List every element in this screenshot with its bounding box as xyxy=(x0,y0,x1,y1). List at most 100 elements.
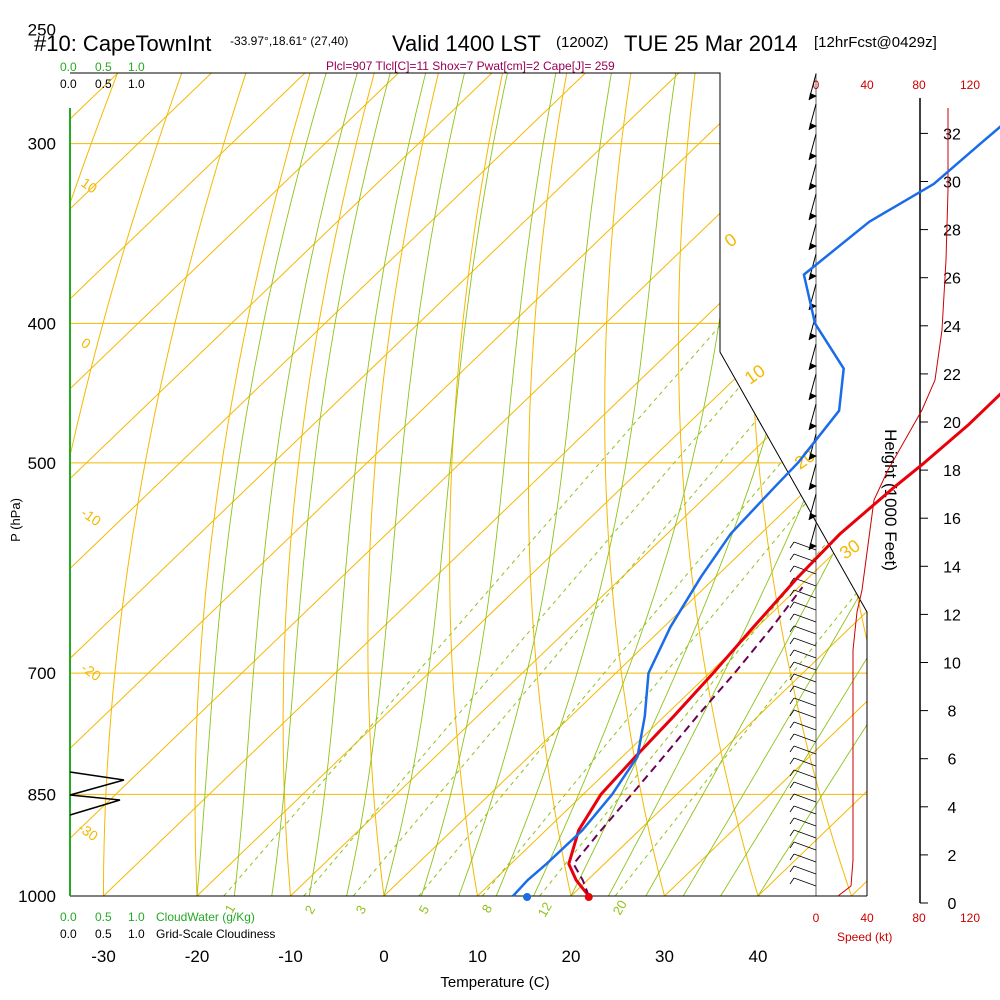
wind-barb xyxy=(789,697,817,707)
pressure-tick-label: 700 xyxy=(28,664,56,683)
wind-barb-feather xyxy=(789,685,795,693)
wind-barb-feather xyxy=(789,829,795,837)
wind-barb-feather xyxy=(789,841,795,849)
cloudiness-bottom-tick-2: 1.0 xyxy=(128,927,145,941)
temperature-tick-label: 30 xyxy=(655,947,674,966)
wind-barb xyxy=(789,589,817,599)
wind-barb-flag xyxy=(809,93,817,100)
wind-barb xyxy=(808,133,817,161)
isotherm--40 xyxy=(70,73,867,896)
wind-barb-flag xyxy=(809,333,817,340)
station-coords: -33.97°,18.61° (27,40) xyxy=(230,34,348,48)
plot-frame xyxy=(70,72,868,896)
wind-barb xyxy=(789,877,817,887)
wind-barb-feather xyxy=(789,817,795,825)
surface-temperature-dot xyxy=(584,893,593,901)
wind-barb-feather xyxy=(789,625,795,633)
temperature-tick-label: 40 xyxy=(749,947,768,966)
wind-barb-staff xyxy=(793,625,817,635)
wind-barb xyxy=(789,721,817,731)
speed-top-tick-label: 40 xyxy=(860,78,874,92)
mixing-ratio-label: 8 xyxy=(479,902,496,916)
cloudiness-label: Grid-Scale Cloudiness xyxy=(156,927,275,941)
parcel-line xyxy=(572,586,804,897)
wind-barb-flag xyxy=(809,393,817,400)
wind-barb-staff xyxy=(793,709,817,719)
height-tick-label: 0 xyxy=(948,896,957,913)
moist-adiabat-36 xyxy=(720,73,867,896)
wind-barb-staff xyxy=(793,601,817,611)
wind-barb xyxy=(789,637,817,647)
wind-barb xyxy=(808,223,817,251)
wind-barb xyxy=(808,403,817,431)
pressure-tick-label: 500 xyxy=(28,454,56,473)
speed-top-tick-label: 80 xyxy=(912,78,926,92)
wind-barb-staff xyxy=(793,637,817,647)
isotherm--10 xyxy=(290,73,867,896)
wind-barb xyxy=(789,865,817,875)
moist-adiabat--20 xyxy=(196,73,348,896)
temperature-line xyxy=(567,392,1000,897)
temperature-tick-label: 10 xyxy=(468,947,487,966)
dry-adiabat-30 xyxy=(604,73,665,896)
wind-barb-staff xyxy=(793,649,817,659)
wind-speed-profile xyxy=(837,108,949,897)
moist-adiabat-label: 30 xyxy=(836,535,864,563)
wind-barb-feather xyxy=(789,637,795,645)
cloudwater-label: CloudWater (g/Kg) xyxy=(156,910,255,924)
isotherm--110 xyxy=(70,73,284,896)
wind-barb-staff xyxy=(793,781,817,791)
height-axis-label: Height (1000 Feet) xyxy=(881,429,900,571)
wind-barb xyxy=(789,805,817,815)
isotherm-40 xyxy=(757,73,867,896)
wind-barb-staff xyxy=(793,541,817,551)
isotherm-50 xyxy=(851,73,867,896)
wind-barb xyxy=(789,601,817,611)
wind-barb-staff xyxy=(793,745,817,755)
dry-adiabat-0 xyxy=(367,73,457,896)
wind-barb-staff xyxy=(793,805,817,815)
moist-adiabat-label: 10 xyxy=(741,360,769,388)
wind-barb xyxy=(789,685,817,695)
height-tick-label: 30 xyxy=(943,175,961,192)
moist-adiabat-8 xyxy=(458,73,625,896)
temperature-tick-label: 20 xyxy=(562,947,581,966)
speed-bottom-tick-label: 0 xyxy=(813,911,820,925)
wind-barb-staff xyxy=(793,757,817,767)
mixing-ratio-line-5 xyxy=(418,323,867,896)
wind-barb-feather xyxy=(789,577,795,585)
mixing-ratio-label: 20 xyxy=(610,897,630,917)
speed-top-tick-label: 120 xyxy=(960,78,980,92)
height-tick-label: 26 xyxy=(943,271,961,288)
wind-barb-feather xyxy=(789,805,795,813)
wind-barb-staff xyxy=(793,769,817,779)
pressure-tick-label: 300 xyxy=(28,135,56,154)
height-tick-label: 6 xyxy=(948,752,957,769)
moist-adiabat-24 xyxy=(608,73,867,896)
moist-adiabat-4 xyxy=(420,73,571,896)
wind-barb-staff xyxy=(793,865,817,875)
wind-barb-staff xyxy=(793,613,817,623)
wind-barb-flag xyxy=(809,213,817,220)
height-tick-label: 32 xyxy=(943,126,961,143)
height-tick-label: 18 xyxy=(943,463,961,480)
cloudwater-bottom-tick-2: 1.0 xyxy=(128,910,145,924)
forecast-label: [12hrFcst@0429z] xyxy=(814,34,937,51)
moist-adiabat--16 xyxy=(233,73,378,896)
valid-time: Valid 1400 LST xyxy=(392,31,541,56)
wind-barb-feather xyxy=(789,613,795,621)
isotherm--100 xyxy=(70,73,377,896)
isotherm--90 xyxy=(70,73,471,896)
wind-barb-feather xyxy=(789,553,795,561)
mixing-ratio-line-20 xyxy=(614,323,867,896)
moist-adiabat--8 xyxy=(308,73,445,896)
wind-barb xyxy=(808,343,817,371)
wind-barbs xyxy=(789,73,817,896)
wind-barb xyxy=(789,781,817,791)
dry-adiabat-label: -20 xyxy=(78,659,104,684)
wind-barb-staff xyxy=(793,877,817,887)
wind-barb-staff xyxy=(793,841,817,851)
wind-barb xyxy=(789,757,817,767)
wind-barb xyxy=(808,193,817,221)
